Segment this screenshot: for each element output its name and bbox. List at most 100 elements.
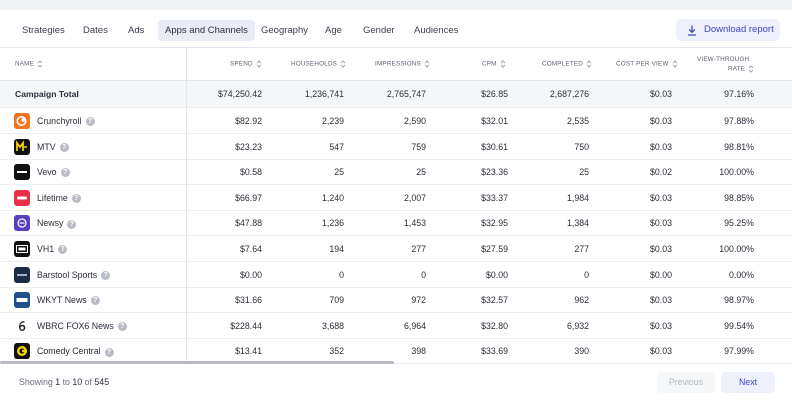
tab-ads[interactable]: Ads <box>128 25 145 36</box>
total-name: Campaign Total <box>15 89 79 99</box>
previous-button[interactable]: Previous <box>657 372 715 393</box>
cell-spend: $0.58 <box>239 167 262 178</box>
info-icon[interactable]: ? <box>104 347 114 357</box>
cell-spend: $228.44 <box>230 320 262 331</box>
cell-impressions: 1,453 <box>403 218 426 229</box>
tab-strategies[interactable]: Strategies <box>22 25 65 36</box>
cell-view-through-rate: 0.00% <box>729 269 754 280</box>
comedy-central-logo <box>14 343 30 360</box>
campaign-total-row: Campaign Total $74,250.42 1,236,741 2,76… <box>0 81 792 108</box>
column-header-cost-per-view[interactable]: COST PER VIEW <box>616 60 678 68</box>
channel-name-text: Comedy Central <box>37 346 101 357</box>
horizontal-scrollbar[interactable] <box>0 361 394 364</box>
info-icon[interactable]: ? <box>58 245 68 255</box>
column-header-name[interactable]: NAME <box>15 60 43 68</box>
vevo-logo <box>14 164 30 181</box>
barstool-logo <box>14 266 30 283</box>
info-icon[interactable]: ? <box>117 321 127 331</box>
mtv-logo <box>14 138 30 155</box>
cell-cost-per-view: $0.03 <box>649 218 672 229</box>
cell-households: 1,236 <box>321 218 344 229</box>
cell-cost-per-view: $0.03 <box>649 320 672 331</box>
tab-gender[interactable]: Gender <box>363 25 395 36</box>
cell-impressions: 2,590 <box>403 116 426 126</box>
cell-households: 352 <box>329 346 344 357</box>
cell-impressions: 0 <box>421 269 426 280</box>
cell-households: 3,688 <box>321 320 344 331</box>
sort-icon <box>500 60 506 68</box>
info-icon[interactable]: ? <box>85 117 95 127</box>
cell-view-through-rate: 98.97% <box>724 295 754 306</box>
cell-households: 194 <box>329 244 344 254</box>
channel-name: Barstool Sports? <box>37 262 111 288</box>
cell-cpm: $32.01 <box>481 116 508 126</box>
info-icon[interactable]: ? <box>71 193 81 203</box>
cell-cpm: $27.59 <box>481 244 508 254</box>
sort-icon <box>748 65 754 73</box>
column-header-view-through-rate-line2[interactable]: RATE <box>728 65 754 73</box>
table-row[interactable]: Lifetime? $66.97 1,240 2,007 $33.37 1,984 $0.0… <box>0 185 792 211</box>
cell-impressions: 2,007 <box>403 192 426 203</box>
cell-completed: 6,932 <box>566 320 589 331</box>
tab-dates[interactable]: Dates <box>83 25 108 36</box>
sort-icon <box>37 60 43 68</box>
tab-apps-and-channels[interactable]: Apps and Channels <box>158 20 255 41</box>
cell-view-through-rate: 98.81% <box>724 141 754 152</box>
column-header-completed[interactable]: COMPLETED <box>542 60 592 68</box>
download-report-button[interactable]: Download report <box>676 19 780 41</box>
cell-impressions: 759 <box>411 141 426 152</box>
table-row[interactable]: Comedy Central? $13.41 352 398 $33.69 390 $0.0… <box>0 338 792 365</box>
info-icon[interactable]: ? <box>60 168 70 178</box>
cell-view-through-rate: 97.88% <box>724 116 754 126</box>
column-header-households[interactable]: HOUSEHOLDS <box>291 60 346 68</box>
table-row[interactable]: MTV? $23.23 547 759 $30.61 750 $0.03 98.81% <box>0 134 792 160</box>
cell-cpm: $0.00 <box>485 269 508 280</box>
channel-name-text: WBRC FOX6 News <box>37 320 114 331</box>
table-row[interactable]: WKYT News? $31.66 709 972 $32.57 962 $0.03 98.9… <box>0 287 792 314</box>
info-icon[interactable]: ? <box>59 142 69 152</box>
cell-impressions: 277 <box>411 244 426 254</box>
next-button[interactable]: Next <box>721 372 775 393</box>
info-icon[interactable]: ? <box>67 219 77 229</box>
tab-age[interactable]: Age <box>325 25 342 36</box>
cell-completed: 390 <box>574 346 589 357</box>
cell-view-through-rate: 98.85% <box>724 192 754 203</box>
cell-cpm: $30.61 <box>481 141 508 152</box>
tab-audiences[interactable]: Audiences <box>414 25 459 36</box>
table-row[interactable]: Crunchyroll? $82.92 2,239 2,590 $32.01 2,535 $… <box>0 108 792 134</box>
cell-view-through-rate: 95.25% <box>724 218 754 229</box>
column-header-view-through-rate-line1[interactable]: VIEW-THROUGH <box>697 56 750 63</box>
cell-cpm: $32.57 <box>481 295 508 306</box>
wkyt-logo <box>14 292 30 309</box>
cell-cpm: $32.80 <box>481 320 508 331</box>
column-header-cpm[interactable]: CPM <box>482 60 506 68</box>
cell-spend: $82.92 <box>235 116 262 126</box>
channel-name-text: Crunchyroll <box>37 116 82 126</box>
channel-name-text: Lifetime <box>37 192 68 203</box>
channel-name: WKYT News? <box>37 287 100 313</box>
cell-cost-per-view: $0.03 <box>649 346 672 357</box>
cell-spend: $23.23 <box>235 141 262 152</box>
lifetime-logo <box>14 189 30 206</box>
column-header-spend[interactable]: SPEND <box>230 60 262 68</box>
cell-households: 1,240 <box>321 192 344 203</box>
cell-impressions: 972 <box>411 295 426 306</box>
table-row[interactable]: Barstool Sports? $0.00 0 0 $0.00 0 $0.00 0.00% <box>0 262 792 288</box>
channel-name-text: VH1 <box>37 244 55 254</box>
channel-name: Newsy? <box>37 210 77 236</box>
cell-households: 2,239 <box>321 116 344 126</box>
table-row[interactable]: WBRC FOX6 News? $228.44 3,688 6,964 $32.80 6,… <box>0 313 792 339</box>
sort-icon <box>256 60 262 68</box>
table-row[interactable]: VH1? $7.64 194 277 $27.59 277 $0.03 100.00% <box>0 236 792 262</box>
table-row[interactable]: Newsy? $47.88 1,236 1,453 $32.95 1,384 $0.03 95… <box>0 210 792 237</box>
sort-icon <box>340 60 346 68</box>
channel-name: Crunchyroll? <box>37 108 95 134</box>
tab-geography[interactable]: Geography <box>261 25 309 36</box>
info-icon[interactable]: ? <box>90 296 100 306</box>
cell-cpm: $32.95 <box>481 218 508 229</box>
cell-cost-per-view: $0.02 <box>649 167 672 178</box>
info-icon[interactable]: ? <box>101 270 111 280</box>
column-header-impressions[interactable]: IMPRESSIONS <box>375 60 430 68</box>
cell-view-through-rate: 99.54% <box>724 320 754 331</box>
table-row[interactable]: Vevo? $0.58 25 25 $23.36 25 $0.02 100.00% <box>0 159 792 186</box>
